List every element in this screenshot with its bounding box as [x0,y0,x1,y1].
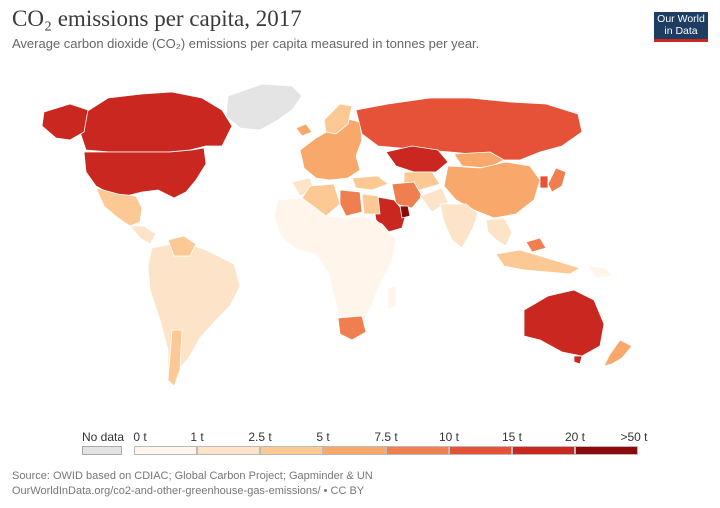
legend-swatch [386,446,449,455]
region-canada[interactable] [79,91,233,153]
legend-swatch [323,446,386,455]
legend-swatch [197,446,260,455]
chart-title: CO₂ emissions per capita, 2017 [12,6,302,31]
logo-line-1: Our World [657,13,705,25]
region-kazakhstan[interactable] [385,145,449,173]
chart-subtitle: Average carbon dioxide (CO₂) emissions p… [12,36,480,51]
region-iceland[interactable] [295,123,313,137]
region-mexico[interactable] [95,187,143,227]
region-greenland[interactable] [225,83,303,131]
region-sub-saharan-africa[interactable] [273,197,397,333]
legend-no-data-swatch [82,446,122,455]
region-venezuela[interactable] [167,235,197,257]
region-central-america[interactable] [129,225,157,245]
region-russia[interactable] [355,97,583,161]
region-iran[interactable] [391,181,423,209]
footer-url[interactable]: OurWorldInData.org/co2-and-other-greenho… [12,485,365,497]
legend-threshold-label: 7.5 t [374,430,398,444]
region-gulf-states[interactable] [399,205,411,219]
region-egypt[interactable] [361,193,381,215]
legend-swatch [575,446,638,455]
region-india[interactable] [439,203,479,249]
region-indonesia[interactable] [495,249,581,275]
world-map [41,83,633,387]
region-korea[interactable] [539,175,549,189]
legend-threshold-label: 2.5 t [248,430,272,444]
legend-swatch [449,446,512,455]
legend-swatch [134,446,197,455]
legend-threshold-label: 20 t [564,430,586,444]
region-south-america[interactable] [147,241,241,385]
legend-threshold-label: 0 t [133,430,147,444]
region-china[interactable] [443,161,541,219]
legend-threshold-label: 1 t [190,430,204,444]
region-chile[interactable] [167,329,183,387]
region-southeast-asia[interactable] [485,217,513,247]
region-australia[interactable] [523,289,605,357]
legend-threshold-label: 15 t [501,430,523,444]
legend-threshold-label: 5 t [316,430,330,444]
region-tasmania[interactable] [573,355,583,365]
region-south-africa[interactable] [337,315,367,341]
legend-threshold-label: >50 t [620,430,648,444]
legend-no-data-label: No data [82,430,125,444]
region-alaska[interactable] [41,103,89,141]
region-libya[interactable] [339,189,363,217]
footer-source: Source: OWID based on CDIAC; Global Carb… [12,470,373,482]
region-malaysia[interactable] [525,237,547,253]
legend-swatch [512,446,575,455]
region-madagascar[interactable] [387,285,397,311]
region-japan[interactable] [547,167,567,193]
legend-swatch [260,446,323,455]
region-scandinavia[interactable] [323,103,353,135]
owid-logo[interactable]: Our World in Data [654,12,708,42]
legend-threshold-label: 10 t [438,430,460,444]
region-new-zealand[interactable] [603,339,633,367]
logo-line-2: in Data [664,25,698,37]
logo-accent-bar [654,39,708,42]
region-turkey[interactable] [351,175,389,191]
region-papua-new-guinea[interactable] [587,265,613,279]
